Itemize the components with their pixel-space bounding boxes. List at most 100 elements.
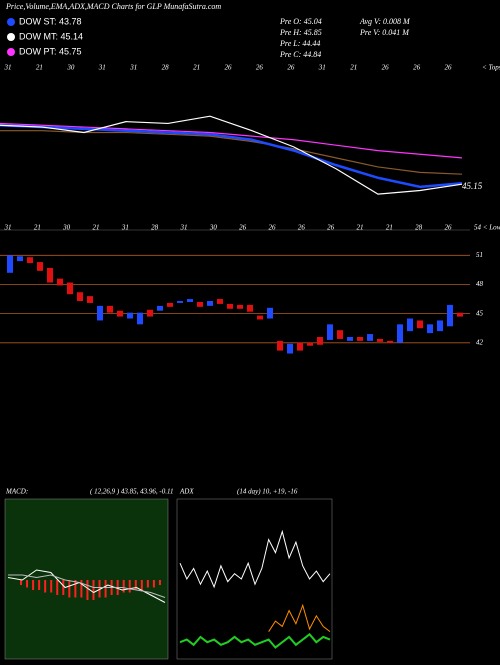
candle <box>37 262 43 271</box>
date-label: 26 <box>413 64 421 72</box>
stat-label: Pre V: 0.041 M <box>359 28 410 37</box>
legend-label: DOW PT: 45.75 <box>19 46 82 56</box>
date-label: 31 <box>121 224 129 232</box>
y-tick-label: 45 <box>476 309 484 317</box>
histogram-bar <box>152 580 155 588</box>
date-label: 26 <box>269 224 277 232</box>
ema-line <box>0 122 463 159</box>
candle <box>247 304 253 312</box>
histogram-bar <box>32 580 35 590</box>
macd-panel <box>4 498 169 660</box>
candle <box>317 336 323 345</box>
y-tick-label: 51 <box>476 251 483 259</box>
date-label: 21 <box>350 64 357 72</box>
candle <box>327 324 333 340</box>
candle <box>347 336 353 341</box>
candle <box>117 310 123 317</box>
candle <box>427 324 433 334</box>
date-label: 21 <box>357 224 364 232</box>
stat-label: Pre O: 45.04 <box>279 17 322 26</box>
histogram-bar <box>50 580 53 593</box>
candle <box>77 292 83 301</box>
histogram-bar <box>68 580 71 598</box>
date-label: 31 <box>180 224 188 232</box>
y-tick-label: 48 <box>476 280 484 288</box>
candle <box>217 299 223 304</box>
date-label: 31 <box>4 64 12 72</box>
legend-label: DOW MT: 45.14 <box>19 31 83 41</box>
date-label: 28 <box>162 64 170 72</box>
candle <box>17 256 23 262</box>
stat-label: Pre L: 44.44 <box>279 39 320 48</box>
date-label: 28 <box>151 224 159 232</box>
candle <box>57 278 63 286</box>
ema-line <box>0 115 463 195</box>
legend-swatch <box>7 33 15 41</box>
histogram-bar <box>140 580 143 590</box>
histogram-bar <box>128 580 131 593</box>
date-label: 26 <box>445 64 453 72</box>
candle <box>27 257 33 264</box>
candle <box>387 340 393 343</box>
histogram-bar <box>74 580 77 598</box>
candle <box>287 343 293 354</box>
y-tick-label: 42 <box>476 338 484 346</box>
histogram-bar <box>86 580 89 600</box>
candle <box>337 330 343 339</box>
date-label: 26 <box>327 224 335 232</box>
stat-label: Pre C: 44.84 <box>279 50 321 59</box>
candle <box>257 315 263 320</box>
macd-line <box>7 569 166 603</box>
date-label: 21 <box>386 224 393 232</box>
date-label: 26 <box>382 64 390 72</box>
date-label: 26 <box>225 64 233 72</box>
candle <box>397 324 403 343</box>
candle <box>457 312 463 317</box>
adx-line <box>268 603 331 633</box>
panel-title: MACD: <box>5 488 28 496</box>
candle <box>377 338 383 342</box>
histogram-bar <box>104 580 107 598</box>
histogram-bar <box>134 580 137 590</box>
candle <box>437 320 443 332</box>
date-label: 30 <box>62 224 71 232</box>
date-label: 31 <box>4 224 12 232</box>
candle <box>357 336 363 341</box>
histogram-bar <box>26 580 29 588</box>
date-label: 26 <box>445 224 453 232</box>
candle <box>297 342 303 351</box>
candle <box>367 334 373 341</box>
date-label: 26 <box>256 64 264 72</box>
histogram-bar <box>62 580 65 595</box>
date-label: 31 <box>98 64 106 72</box>
date-label: 26 <box>298 224 306 232</box>
adx-line <box>179 632 331 649</box>
stat-label: Pre H: 45.85 <box>279 28 322 37</box>
histogram-bar <box>158 580 161 585</box>
stat-label: Avg V: 0.008 M <box>359 17 411 26</box>
candle <box>237 304 243 309</box>
candle <box>7 255 13 273</box>
page-title: Price,Volume,EMA,ADX,MACD Charts for GLP… <box>5 2 221 11</box>
candle <box>207 301 213 306</box>
histogram-bar <box>92 580 95 600</box>
candle <box>277 340 283 351</box>
date-label: 30 <box>66 64 75 72</box>
date-label: 21 <box>193 64 200 72</box>
candle <box>177 301 183 303</box>
date-label: 28 <box>415 224 423 232</box>
ema-line <box>0 124 463 189</box>
candle <box>167 302 173 307</box>
histogram-bar <box>122 580 125 593</box>
panel-params: (14 day) 10, +19, -16 <box>237 488 298 496</box>
legend-label: DOW ST: 43.78 <box>19 16 82 26</box>
adx-line <box>179 529 331 589</box>
candle <box>67 282 73 295</box>
panel-params: ( 12,26,9 ) 43.85, 43.96, -0.11 <box>90 488 173 496</box>
date-label: 31 <box>129 64 137 72</box>
candle <box>267 307 273 319</box>
candle <box>157 305 163 311</box>
panel-title: ADX <box>179 488 194 496</box>
legend-swatch <box>7 48 15 56</box>
